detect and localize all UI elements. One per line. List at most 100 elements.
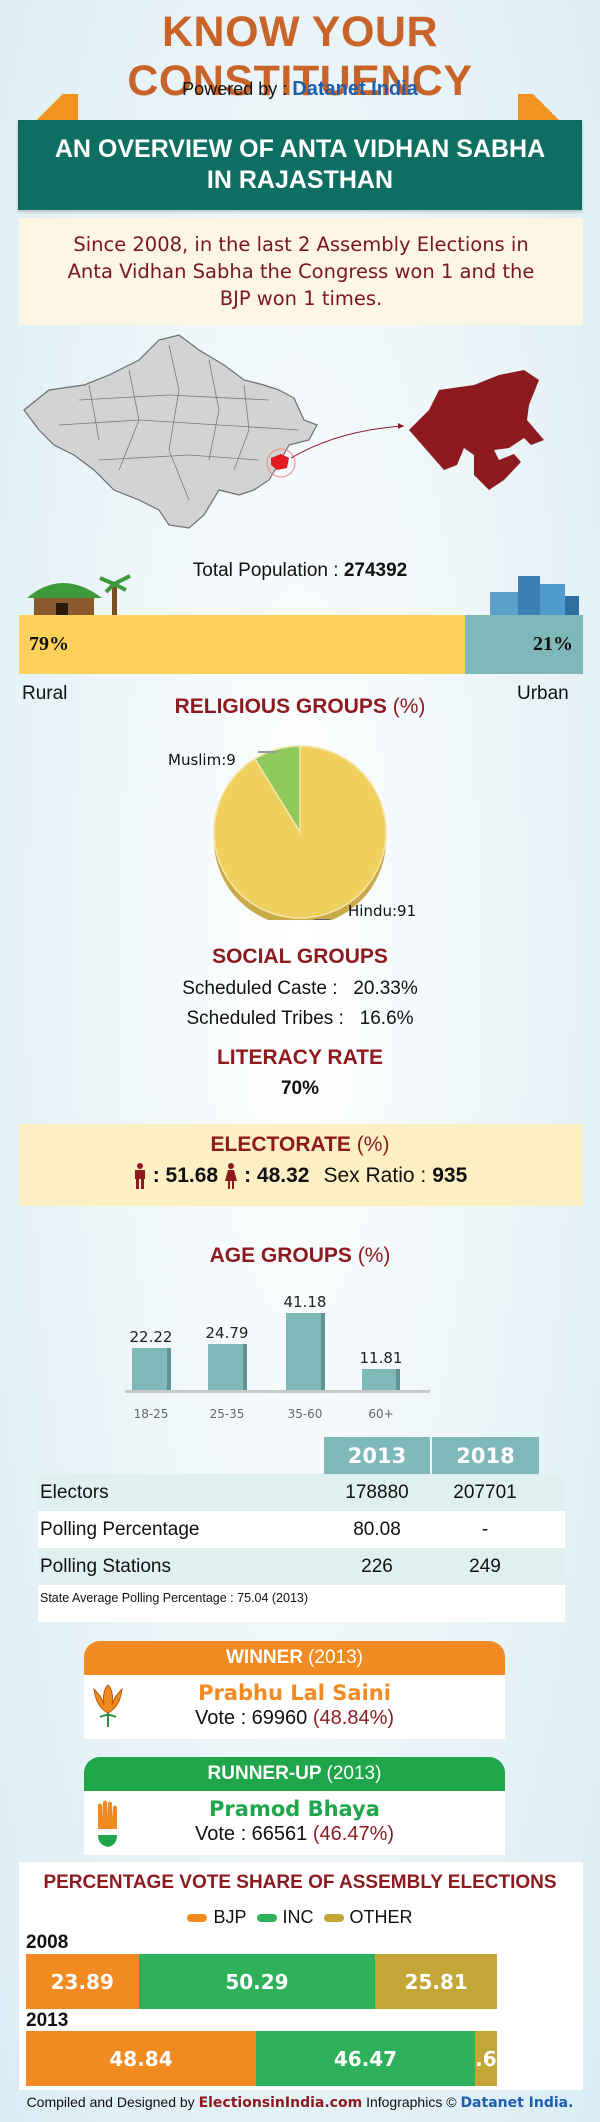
svg-text:41.18: 41.18 — [284, 1293, 327, 1311]
sex-ratio-label: Sex Ratio : — [323, 1164, 427, 1187]
datanet-brand: Datanet India — [292, 78, 418, 100]
muslim-slice — [253, 745, 301, 835]
bjp-lotus-icon — [93, 1684, 123, 1727]
female-value: : 48.32 — [244, 1164, 310, 1187]
row-value-2018: - — [481, 1518, 489, 1540]
winner-vote-pct: (48.84%) — [312, 1707, 395, 1729]
runner-up-name: Pramod Bhaya — [209, 1797, 380, 1821]
electorate-box — [19, 1124, 583, 1206]
ribbon-tail-right — [518, 94, 578, 124]
sc-label: Scheduled Caste : — [182, 978, 338, 999]
population-value: 274392 — [343, 560, 408, 581]
literacy-value: 70% — [280, 1078, 320, 1099]
summary-line-3: BJP won 1 times. — [219, 287, 383, 310]
bjp-segment: 48.84 — [26, 2031, 257, 2086]
legend-inc: INC — [256, 1907, 314, 1928]
winner-header: WINNER (2013) — [84, 1641, 505, 1675]
electorate-values: : 51.68 : 48.32 Sex Ratio : 935 — [0, 1163, 600, 1189]
page-title: KNOW YOUR CONSTITUENCY — [127, 8, 473, 105]
row-label: Polling Percentage — [40, 1518, 200, 1540]
powered-by-label: Powered by : — [182, 79, 288, 99]
vote-share-bar-2008: 23.89 50.29 25.81 — [26, 1954, 497, 2009]
urban-pct: 21% — [532, 633, 573, 655]
heading-unit: (%) — [357, 1244, 391, 1267]
svg-text:22.22: 22.22 — [130, 1328, 173, 1346]
row-value-2018: 207701 — [453, 1481, 517, 1503]
svg-text:18-25: 18-25 — [134, 1407, 169, 1421]
legend-label: BJP — [213, 1907, 247, 1927]
elections-in-india-link[interactable]: ElectionsinIndia.com — [198, 2095, 363, 2111]
heading-unit: (%) — [356, 1133, 390, 1156]
heading-text: AGE GROUPS — [209, 1244, 352, 1267]
footer-credits: Compiled and Designed by ElectionsinIndi… — [0, 2094, 600, 2111]
rural-urban-bar: 79% 21% — [19, 615, 583, 674]
runner-up-votes: Vote : 66561 (46.47%) — [84, 1823, 505, 1846]
other-segment: 25.81 — [375, 1954, 497, 2009]
table-header-2018: 2018 — [432, 1437, 539, 1474]
election-summary: Since 2008, in the last 2 Assembly Elect… — [19, 218, 583, 325]
footer-compiled: Compiled and Designed by — [26, 2094, 195, 2110]
age-groups-heading: AGE GROUPS (%) — [0, 1244, 600, 1268]
svg-text:35-60: 35-60 — [288, 1407, 323, 1421]
other-swatch-icon — [323, 1914, 344, 1923]
summary-line-2: Anta Vidhan Sabha the Congress won 1 and… — [67, 260, 535, 283]
age-groups-bar-chart: 22.22 24.79 41.18 11.81 18-25 25-35 35-6… — [125, 1293, 430, 1421]
electorate-heading: ELECTORATE (%) — [0, 1133, 600, 1157]
religious-groups-heading: RELIGIOUS GROUPS (%) — [0, 695, 600, 719]
male-value: : 51.68 — [152, 1164, 219, 1187]
inc-segment: 46.47 — [256, 2031, 475, 2086]
sc-value: 20.33% — [353, 978, 418, 999]
winner-year: (2013) — [308, 1647, 363, 1668]
runner-up-card: Pramod Bhaya Vote : 66561 (46.47%) — [84, 1791, 505, 1855]
social-groups-heading: SOCIAL GROUPS — [212, 945, 388, 968]
table-row: Polling Stations 226 249 — [38, 1548, 565, 1585]
literacy-heading: LITERACY RATE — [216, 1046, 384, 1069]
rajasthan-map — [23, 334, 544, 529]
muslim-label: Muslim:9 — [168, 751, 236, 769]
inc-hand-icon — [98, 1800, 117, 1847]
winner-name: Prabhu Lal Saini — [198, 1681, 391, 1705]
runner-up-heading: RUNNER-UP — [207, 1763, 322, 1784]
row-label: Electors — [40, 1481, 109, 1503]
overview-banner: AN OVERVIEW OF ANTA VIDHAN SABHA IN RAJA… — [18, 120, 582, 210]
anta-zoomed-shape — [409, 370, 544, 490]
winner-vote-count: Vote : 69960 — [194, 1707, 308, 1729]
row-value-2013: 80.08 — [353, 1518, 401, 1540]
st-value: 16.6% — [359, 1008, 414, 1029]
runner-up-year: (2013) — [326, 1763, 382, 1784]
other-segment: 4.69 — [474, 2031, 497, 2086]
total-population: Total Population : 274392 — [0, 560, 600, 582]
state-outline-icon — [23, 334, 318, 529]
rural-hut-icon — [27, 574, 131, 616]
row-value-2013: 226 — [361, 1555, 393, 1577]
bjp-segment: 23.89 — [26, 1954, 139, 2009]
vote-share-heading: PERCENTAGE VOTE SHARE OF ASSEMBLY ELECTI… — [43, 1872, 557, 1893]
winner-votes: Vote : 69960 (48.84%) — [84, 1707, 505, 1730]
table-row: Polling Percentage 80.08 - — [38, 1511, 565, 1548]
ribbon-tail-left — [18, 94, 78, 124]
hindu-label: Hindu:91 — [348, 902, 417, 920]
st-label: Scheduled Tribes : — [186, 1008, 344, 1029]
scheduled-tribes-row: Scheduled Tribes : 16.6% — [0, 1008, 600, 1030]
winner-card: Prabhu Lal Saini Vote : 69960 (48.84%) — [84, 1675, 505, 1739]
footer-infographics: Infographics © — [366, 2094, 457, 2110]
row-value-2013: 178880 — [345, 1481, 409, 1503]
urban-segment: 21% — [464, 615, 583, 674]
runner-up-vote-pct: (46.47%) — [312, 1823, 395, 1845]
runner-up-header: RUNNER-UP (2013) — [84, 1757, 505, 1791]
rural-pct: 79% — [29, 633, 69, 655]
urban-building-icon — [490, 576, 579, 616]
year-2013-label: 2013 — [26, 2010, 69, 2031]
row-value-2018: 249 — [469, 1555, 501, 1577]
banner-line-2: IN RAJASTHAN — [206, 166, 394, 194]
vote-share-legend: BJP INC OTHER — [0, 1907, 600, 1928]
heading-text: RELIGIOUS GROUPS — [174, 695, 387, 718]
legend-label: INC — [282, 1907, 314, 1927]
svg-text:11.81: 11.81 — [360, 1349, 403, 1367]
svg-text:24.79: 24.79 — [206, 1324, 249, 1342]
datanet-india-link[interactable]: Datanet India. — [460, 2095, 574, 2111]
rural-segment: 79% — [19, 615, 465, 674]
scheduled-caste-row: Scheduled Caste : 20.33% — [0, 978, 600, 1000]
inc-segment: 50.29 — [138, 1954, 376, 2009]
rural-label: Rural — [22, 683, 68, 704]
